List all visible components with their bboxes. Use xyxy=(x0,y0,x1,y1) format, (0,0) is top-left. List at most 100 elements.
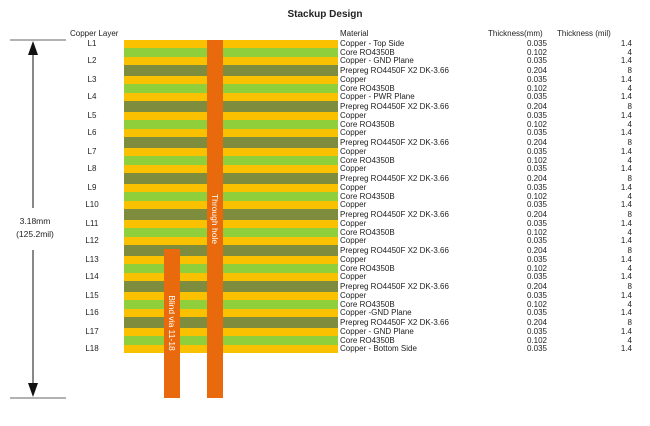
thickness-mm-value: 0.035 xyxy=(526,236,547,245)
stackup-row: Core RO4350B 0.102 4 xyxy=(0,48,650,57)
material-label: Core RO4350B xyxy=(340,228,395,237)
core-band xyxy=(124,48,338,57)
thickness-mil-value: 8 xyxy=(627,246,632,255)
thickness-mil-value: 4 xyxy=(627,84,632,93)
copper-band xyxy=(124,256,338,264)
thickness-mm-value: 0.035 xyxy=(526,344,547,353)
stackup-row: L11 Copper 0.035 1.4 xyxy=(0,220,650,228)
thickness-mm-value: 0.035 xyxy=(526,147,547,156)
copper-band xyxy=(124,165,338,173)
material-label: Prepreg RO4450F X2 DK-3.66 xyxy=(340,282,449,291)
stackup-row: Core RO4350B 0.102 4 xyxy=(0,156,650,165)
thickness-mm-value: 0.204 xyxy=(526,246,547,255)
stackup-row: L7 Copper 0.035 1.4 xyxy=(0,148,650,156)
stackup-row: L3 Copper 0.035 1.4 xyxy=(0,76,650,84)
material-label: Copper xyxy=(340,183,367,192)
layer-label: L2 xyxy=(87,56,97,65)
material-label: Copper - Bottom Side xyxy=(340,344,417,353)
thickness-mm-value: 0.102 xyxy=(526,336,547,345)
thickness-mil-value: 1.4 xyxy=(620,56,632,65)
thickness-mil-value: 1.4 xyxy=(620,272,632,281)
thickness-mm-value: 0.204 xyxy=(526,282,547,291)
core-band xyxy=(124,120,338,129)
thickness-mil-value: 1.4 xyxy=(620,327,632,336)
thickness-mm-value: 0.035 xyxy=(526,75,547,84)
header-material: Material xyxy=(340,29,369,38)
prepreg-band xyxy=(124,209,338,220)
thickness-mil-value: 1.4 xyxy=(620,183,632,192)
material-label: Copper -GND Plane xyxy=(340,308,412,317)
thickness-mm-value: 0.204 xyxy=(526,138,547,147)
material-label: Core RO4350B xyxy=(340,120,395,129)
stackup-row: Prepreg RO4450F X2 DK-3.66 0.204 8 xyxy=(0,245,650,256)
stackup-row: L1 Copper - Top Side 0.035 1.4 xyxy=(0,40,650,48)
stackup-row: L14 Copper 0.035 1.4 xyxy=(0,273,650,281)
stackup-row: Core RO4350B 0.102 4 xyxy=(0,228,650,237)
layer-label: L9 xyxy=(87,183,97,192)
material-label: Prepreg RO4450F X2 DK-3.66 xyxy=(340,138,449,147)
material-label: Copper xyxy=(340,164,367,173)
material-label: Core RO4350B xyxy=(340,192,395,201)
prepreg-band xyxy=(124,65,338,76)
material-label: Copper xyxy=(340,128,367,137)
layer-label: L13 xyxy=(85,255,99,264)
material-label: Copper xyxy=(340,147,367,156)
material-label: Copper xyxy=(340,200,367,209)
stackup-row: L17 Copper - GND Plane 0.035 1.4 xyxy=(0,328,650,336)
thickness-mil-value: 4 xyxy=(627,264,632,273)
stackup-row: L15 Copper 0.035 1.4 xyxy=(0,292,650,300)
material-label: Copper xyxy=(340,272,367,281)
core-band xyxy=(124,156,338,165)
thickness-mm-value: 0.102 xyxy=(526,120,547,129)
stackup-row: Prepreg RO4450F X2 DK-3.66 0.204 8 xyxy=(0,137,650,148)
total-thickness-mm: 3.18mm xyxy=(19,216,51,226)
total-thickness-label: 3.18mm (125.2mil) xyxy=(5,215,65,241)
thickness-mil-value: 4 xyxy=(627,300,632,309)
stackup-row: Core RO4350B 0.102 4 xyxy=(0,192,650,201)
total-thickness-mil: (125.2mil) xyxy=(16,229,54,239)
thickness-mm-value: 0.204 xyxy=(526,102,547,111)
copper-band xyxy=(124,309,338,317)
prepreg-band xyxy=(124,101,338,112)
through-hole-label: Through hole xyxy=(210,193,220,245)
prepreg-band xyxy=(124,281,338,292)
prepreg-band xyxy=(124,173,338,184)
layer-label: L14 xyxy=(85,272,99,281)
thickness-mil-value: 1.4 xyxy=(620,164,632,173)
thickness-mil-value: 4 xyxy=(627,48,632,57)
material-label: Copper - GND Plane xyxy=(340,327,414,336)
layer-label: L7 xyxy=(87,147,97,156)
thickness-mm-value: 0.035 xyxy=(526,183,547,192)
thickness-mm-value: 0.035 xyxy=(526,308,547,317)
thickness-mil-value: 1.4 xyxy=(620,39,632,48)
thickness-mil-value: 8 xyxy=(627,66,632,75)
thickness-mm-value: 0.035 xyxy=(526,111,547,120)
copper-band xyxy=(124,93,338,101)
material-label: Prepreg RO4450F X2 DK-3.66 xyxy=(340,174,449,183)
stackup-row: L2 Copper - GND Plane 0.035 1.4 xyxy=(0,57,650,65)
stackup-row: Core RO4350B 0.102 4 xyxy=(0,300,650,309)
material-label: Copper - Top Side xyxy=(340,39,405,48)
thickness-mm-value: 0.035 xyxy=(526,200,547,209)
material-label: Copper xyxy=(340,255,367,264)
thickness-mil-value: 1.4 xyxy=(620,308,632,317)
header-copper-layer: Copper Layer xyxy=(70,29,119,38)
thickness-mil-value: 1.4 xyxy=(620,291,632,300)
layer-label: L8 xyxy=(87,164,97,173)
stackup-row: Core RO4350B 0.102 4 xyxy=(0,120,650,129)
arrow-down-icon xyxy=(28,383,38,397)
stackup-row: Core RO4350B 0.102 4 xyxy=(0,336,650,345)
thickness-mil-value: 1.4 xyxy=(620,92,632,101)
blind-via-label: Blind via 11-18 xyxy=(167,295,177,351)
layer-label: L15 xyxy=(85,291,99,300)
layer-label: L11 xyxy=(85,219,99,228)
material-label: Core RO4350B xyxy=(340,300,395,309)
copper-band xyxy=(124,40,338,48)
material-label: Core RO4350B xyxy=(340,264,395,273)
thickness-mil-value: 8 xyxy=(627,318,632,327)
page-title: Stackup Design xyxy=(287,9,363,20)
material-label: Prepreg RO4450F X2 DK-3.66 xyxy=(340,102,449,111)
layer-label: L4 xyxy=(87,92,97,101)
copper-band xyxy=(124,345,338,353)
copper-band xyxy=(124,57,338,65)
